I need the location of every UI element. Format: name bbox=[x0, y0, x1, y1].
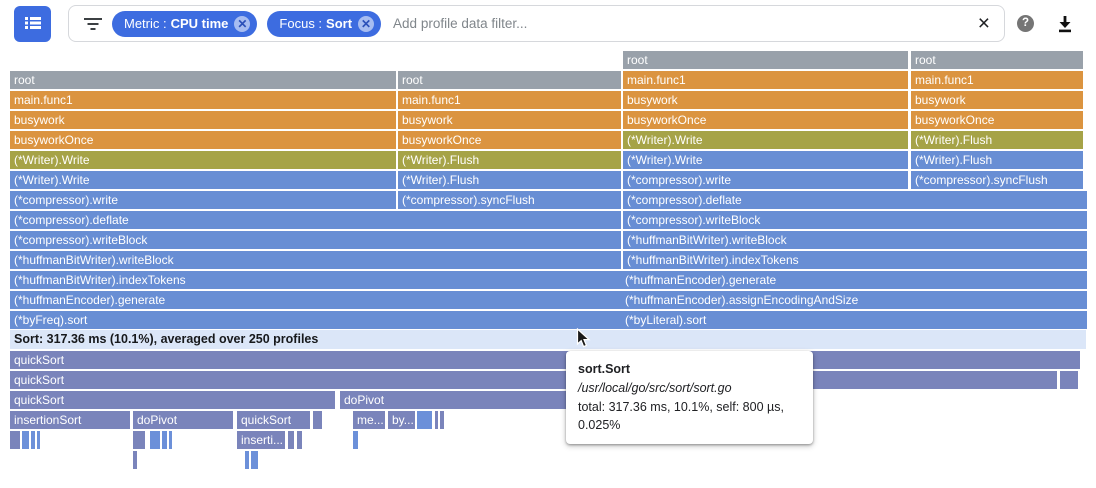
filter-list-icon bbox=[84, 17, 102, 30]
flame-segment[interactable] bbox=[313, 411, 322, 429]
flame-frame[interactable]: (*compressor).deflate bbox=[10, 211, 621, 229]
flame-frame[interactable]: busyworkOnce bbox=[911, 111, 1083, 129]
flame-segment[interactable] bbox=[133, 431, 145, 449]
flame-frame[interactable]: (*Writer).Flush bbox=[398, 171, 621, 189]
flame-segment[interactable] bbox=[251, 451, 258, 469]
flame-frame[interactable]: (*compressor).write bbox=[10, 191, 396, 209]
flame-frame[interactable]: by... bbox=[388, 411, 415, 429]
flame-frame[interactable]: busyworkOnce bbox=[10, 131, 396, 149]
toolbar: Metric : CPU time ✕ Focus : Sort ✕ Add p… bbox=[0, 0, 1096, 48]
flame-segment[interactable] bbox=[353, 431, 358, 449]
flame-frame[interactable]: (*compressor).syncFlush bbox=[911, 171, 1083, 189]
flame-segment[interactable] bbox=[288, 431, 294, 449]
tooltip-stats: total: 317.36 ms, 10.1%, self: 800 µs, 0… bbox=[578, 399, 784, 433]
list-icon bbox=[23, 13, 43, 36]
flame-segment[interactable] bbox=[10, 431, 20, 449]
flame-frame[interactable]: root bbox=[623, 51, 908, 69]
flame-frame[interactable]: (*compressor).write bbox=[623, 171, 908, 189]
chip-focus[interactable]: Focus : Sort ✕ bbox=[267, 10, 382, 37]
tooltip-title: sort.Sort bbox=[578, 362, 631, 376]
flame-frame[interactable]: busywork bbox=[623, 91, 908, 109]
flame-segment[interactable] bbox=[417, 411, 432, 429]
flame-frame[interactable]: busyworkOnce bbox=[398, 131, 621, 149]
chip-focus-value: Sort bbox=[326, 16, 353, 31]
frame-tooltip: sort.Sort /usr/local/go/src/sort/sort.go… bbox=[566, 351, 813, 444]
flame-frame[interactable]: busywork bbox=[911, 91, 1083, 109]
flame-frame[interactable]: quickSort bbox=[237, 411, 310, 429]
flame-frame[interactable]: root bbox=[398, 71, 621, 89]
flame-segment[interactable] bbox=[150, 431, 160, 449]
flame-frame[interactable]: (*Writer).Write bbox=[623, 131, 908, 149]
flame-frame[interactable]: main.func1 bbox=[911, 71, 1083, 89]
flame-frame[interactable]: inserti... bbox=[237, 431, 285, 449]
flame-frame[interactable]: (*compressor).writeBlock bbox=[623, 211, 1087, 229]
flame-frame[interactable]: (*huffmanEncoder).assignEncodingAndSize bbox=[621, 291, 1087, 309]
flame-segment[interactable] bbox=[37, 431, 40, 449]
flame-frame[interactable]: (*compressor).writeBlock bbox=[10, 231, 621, 249]
chip-metric-label: Metric : bbox=[124, 16, 167, 31]
download-button[interactable] bbox=[1055, 14, 1075, 34]
flame-frame[interactable]: doPivot bbox=[133, 411, 233, 429]
chip-metric-close-icon[interactable]: ✕ bbox=[234, 15, 251, 32]
pivot-row-sort[interactable]: Sort: 317.36 ms (10.1%), averaged over 2… bbox=[10, 330, 1086, 349]
flame-segment[interactable] bbox=[297, 431, 302, 449]
flame-frame[interactable]: (*huffmanEncoder).generate bbox=[621, 271, 1087, 289]
flame-frame[interactable]: busywork bbox=[10, 111, 396, 129]
flame-segment[interactable] bbox=[162, 431, 167, 449]
flame-segment[interactable] bbox=[169, 431, 172, 449]
flame-frame[interactable]: (*huffmanEncoder).generate bbox=[10, 291, 621, 309]
flame-frame[interactable]: (*huffmanBitWriter).writeBlock bbox=[10, 251, 621, 269]
chip-focus-label: Focus : bbox=[279, 16, 323, 31]
flame-frame[interactable]: (*huffmanBitWriter).indexTokens bbox=[623, 251, 1087, 269]
flame-frame[interactable]: (*Writer).Write bbox=[623, 151, 908, 169]
flame-segment[interactable] bbox=[435, 411, 438, 429]
flame-frame[interactable]: (*Writer).Write bbox=[10, 171, 396, 189]
tooltip-source-path: /usr/local/go/src/sort/sort.go bbox=[578, 380, 732, 395]
flame-frame[interactable]: (*Writer).Flush bbox=[398, 151, 621, 169]
flame-segment[interactable] bbox=[1060, 371, 1078, 389]
filter-input-box[interactable]: Metric : CPU time ✕ Focus : Sort ✕ Add p… bbox=[68, 5, 1005, 42]
flame-frame[interactable]: quickSort bbox=[10, 351, 1080, 369]
flame-segment[interactable] bbox=[133, 451, 137, 469]
flame-frame[interactable]: me... bbox=[353, 411, 385, 429]
flame-frame[interactable]: (*byLiteral).sort bbox=[621, 311, 1087, 329]
flame-frame[interactable]: (*huffmanBitWriter).writeBlock bbox=[623, 231, 1087, 249]
flame-frame[interactable]: quickSort bbox=[10, 391, 335, 409]
flame-frame[interactable]: (*byFreq).sort bbox=[10, 311, 621, 329]
flame-frame[interactable]: insertionSort bbox=[10, 411, 130, 429]
clear-filter-icon[interactable]: × bbox=[977, 12, 990, 35]
flame-frame[interactable]: root bbox=[911, 51, 1083, 69]
flame-frame[interactable]: (*Writer).Write bbox=[10, 151, 396, 169]
download-icon bbox=[1055, 16, 1075, 38]
help-button[interactable]: ? bbox=[1017, 15, 1034, 32]
flame-segment[interactable] bbox=[31, 431, 35, 449]
flame-frame[interactable]: busywork bbox=[398, 111, 621, 129]
flame-frame[interactable]: quickSort bbox=[10, 371, 1057, 389]
flame-frame[interactable]: busyworkOnce bbox=[623, 111, 908, 129]
flame-segment[interactable] bbox=[22, 431, 29, 449]
chip-metric[interactable]: Metric : CPU time ✕ bbox=[112, 10, 258, 37]
flame-frame[interactable]: (*huffmanBitWriter).indexTokens bbox=[10, 271, 621, 289]
flame-frame[interactable]: (*compressor).syncFlush bbox=[398, 191, 621, 209]
flame-frame[interactable]: main.func1 bbox=[623, 71, 908, 89]
flame-frame[interactable]: root bbox=[10, 71, 396, 89]
flame-frame[interactable]: main.func1 bbox=[398, 91, 621, 109]
filter-placeholder[interactable]: Add profile data filter... bbox=[393, 16, 528, 31]
chip-focus-close-icon[interactable]: ✕ bbox=[358, 15, 375, 32]
flame-frame[interactable]: (*Writer).Flush bbox=[911, 131, 1083, 149]
flame-frame[interactable]: main.func1 bbox=[10, 91, 396, 109]
menu-button[interactable] bbox=[14, 6, 51, 42]
chip-metric-value: CPU time bbox=[170, 16, 229, 31]
flame-frame[interactable]: (*Writer).Flush bbox=[911, 151, 1083, 169]
flame-segment[interactable] bbox=[245, 451, 249, 469]
flame-frame[interactable]: (*compressor).deflate bbox=[623, 191, 1087, 209]
flame-segment[interactable] bbox=[440, 411, 444, 429]
